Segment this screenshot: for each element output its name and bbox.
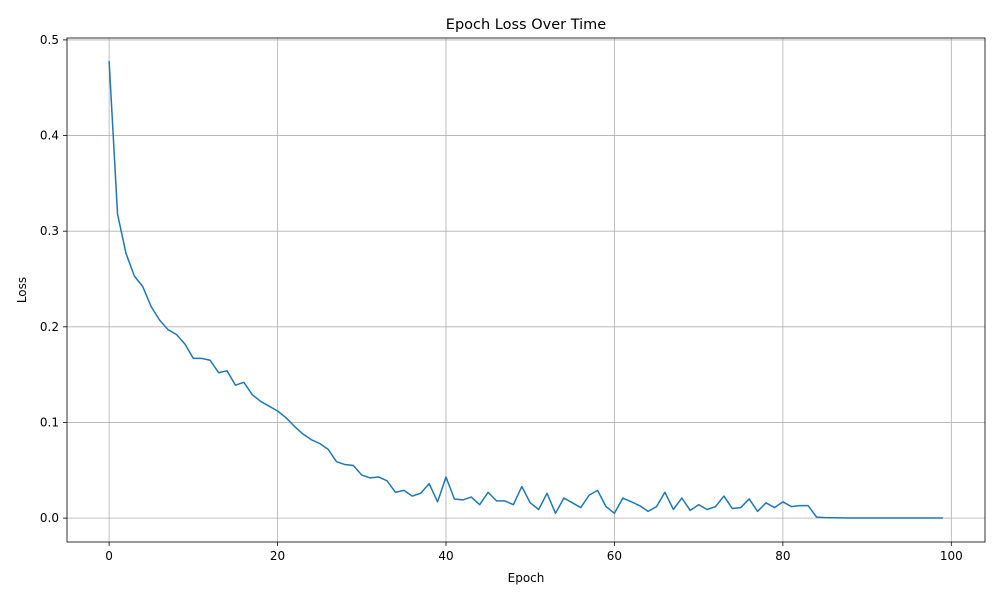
plot-frame <box>66 37 986 543</box>
loss-series-line <box>108 60 943 519</box>
axis-ticks: 0 20 40 60 80 100 0.0 0.1 0.2 0.3 0.4 0.5 <box>40 33 963 563</box>
y-tick-label: 0.0 <box>40 511 59 525</box>
x-tick-label: 20 <box>270 549 285 563</box>
x-tick-label: 40 <box>438 549 453 563</box>
y-tick-label: 0.2 <box>40 320 59 334</box>
y-tick-label: 0.1 <box>40 415 59 429</box>
y-tick-label: 0.4 <box>40 129 59 143</box>
x-tick-label: 100 <box>940 549 963 563</box>
x-tick-label: 60 <box>607 549 622 563</box>
x-tick-label: 0 <box>105 549 113 563</box>
grid <box>67 38 985 542</box>
y-tick-label: 0.3 <box>40 224 59 238</box>
chart-title: Epoch Loss Over Time <box>446 17 606 33</box>
y-axis-label: Loss <box>15 277 29 303</box>
x-tick-label: 80 <box>775 549 790 563</box>
x-axis-label: Epoch <box>508 571 545 585</box>
y-tick-label: 0.5 <box>40 33 59 47</box>
